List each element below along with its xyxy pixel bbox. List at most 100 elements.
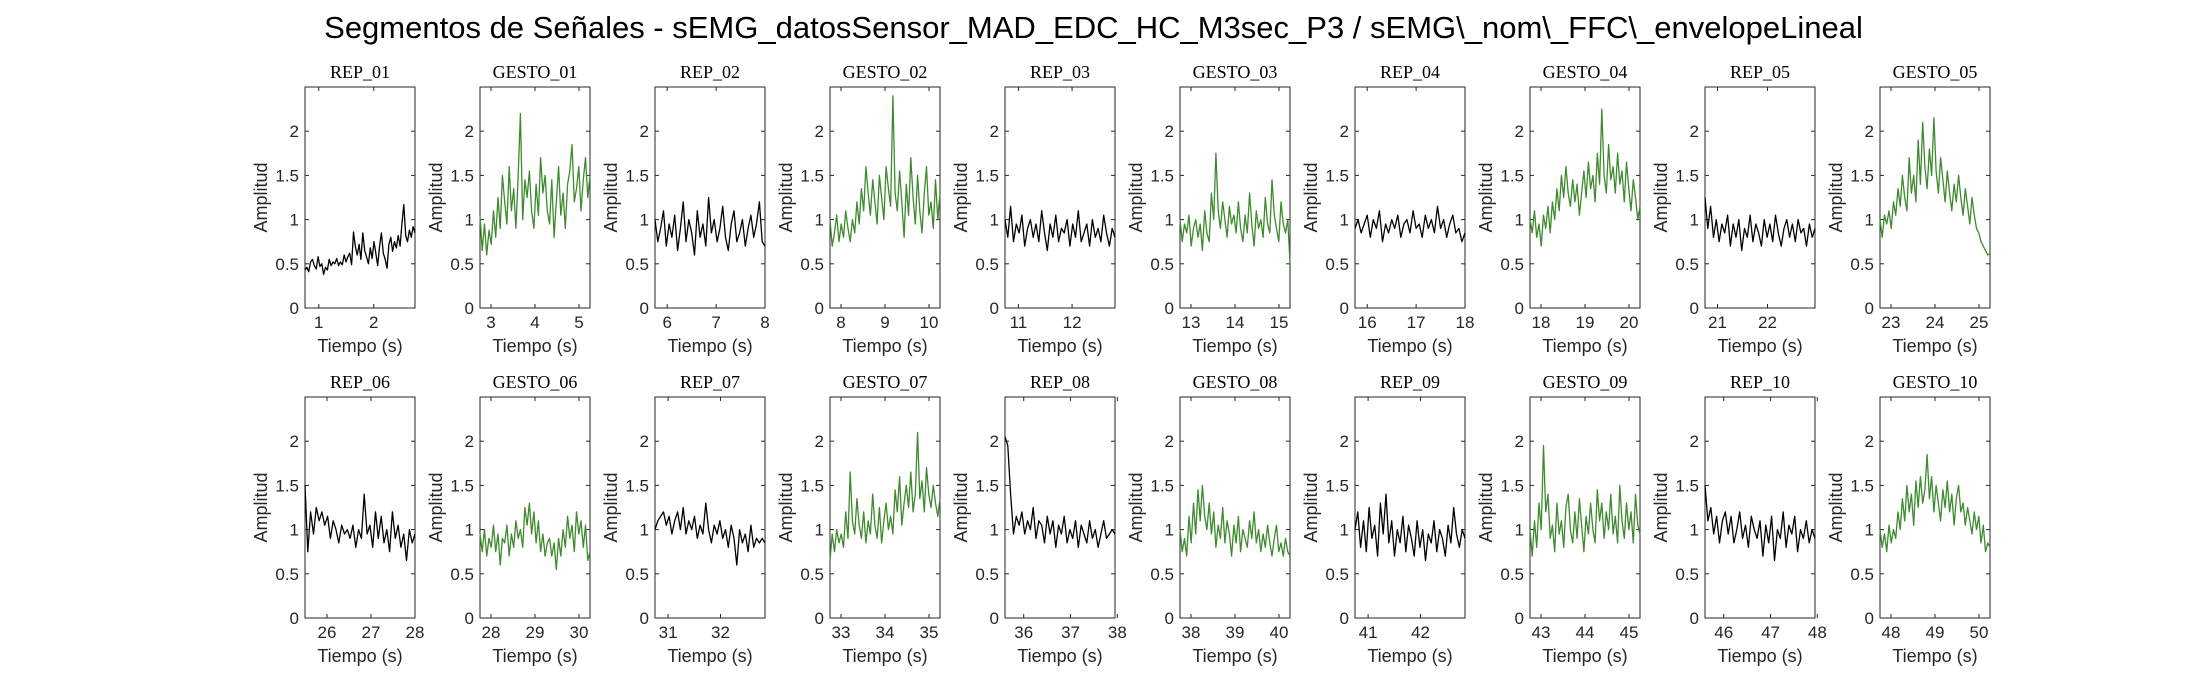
y-tick-label: 0 xyxy=(290,299,299,318)
y-tick-label: 0 xyxy=(1165,609,1174,628)
y-tick-label: 0.5 xyxy=(1150,255,1174,274)
axes-box xyxy=(1704,86,1816,309)
y-tick-label: 0 xyxy=(990,299,999,318)
subplot-title: REP_01 xyxy=(330,62,390,82)
y-tick-label: 0.5 xyxy=(1850,255,1874,274)
y-tick-label: 2 xyxy=(1865,432,1874,451)
y-tick-label: 0 xyxy=(1515,609,1524,628)
series-line-rep-06 xyxy=(304,485,416,562)
y-tick-label: 2 xyxy=(465,122,474,141)
x-axis-label: Tiempo (s) xyxy=(667,336,752,356)
x-tick-label: 19 xyxy=(1576,313,1595,332)
y-tick-label: 0.5 xyxy=(1850,565,1874,584)
y-tick-label: 1.5 xyxy=(1325,476,1349,495)
subplot-rep-03: 0 0.5 1 1.5 2 11 12 REP_03 Tiempo (s) Amplitud xyxy=(951,62,1116,356)
subplot-title: GESTO_02 xyxy=(843,62,928,82)
y-tick-label: 1 xyxy=(290,521,299,540)
x-tick-label: 15 xyxy=(1270,313,1289,332)
y-tick-label: 0.5 xyxy=(1500,565,1524,584)
y-tick-label: 2 xyxy=(640,432,649,451)
y-axis-label: Amplitud xyxy=(426,472,446,542)
subplot-title: REP_03 xyxy=(1030,62,1090,82)
y-tick-label: 1 xyxy=(1515,521,1524,540)
y-tick-label: 0.5 xyxy=(975,255,999,274)
y-axis-label: Amplitud xyxy=(776,162,796,232)
x-tick-label: 38 xyxy=(1108,623,1127,642)
y-tick-label: 2 xyxy=(465,432,474,451)
x-tick-label: 36 xyxy=(1014,623,1033,642)
x-tick-label: 18 xyxy=(1532,313,1551,332)
y-tick-label: 1 xyxy=(1515,211,1524,230)
series-line-gesto-05 xyxy=(1879,117,1991,256)
x-tick-label: 46 xyxy=(1714,623,1733,642)
series-line-rep-05 xyxy=(1704,197,1816,252)
y-axis-label: Amplitud xyxy=(1126,162,1146,232)
y-tick-label: 0.5 xyxy=(800,565,824,584)
y-tick-label: 0 xyxy=(1690,299,1699,318)
y-tick-label: 2 xyxy=(990,432,999,451)
subplot-title: REP_06 xyxy=(330,372,390,392)
y-tick-label: 1.5 xyxy=(1325,166,1349,185)
x-tick-label: 23 xyxy=(1882,313,1901,332)
subplot-rep-09: 0 0.5 1 1.5 2 41 42 REP_09 Tiempo (s) Amplitud xyxy=(1301,372,1466,666)
subplot-title: REP_02 xyxy=(680,62,740,82)
x-axis-label: Tiempo (s) xyxy=(1367,646,1452,666)
y-axis-label: Amplitud xyxy=(1651,162,1671,232)
x-axis-label: Tiempo (s) xyxy=(842,336,927,356)
subplot-gesto-07: 0 0.5 1 1.5 2 33 34 35 GESTO_07 Tiempo (s) Amplitu… xyxy=(776,372,941,666)
x-tick-label: 21 xyxy=(1708,313,1727,332)
y-axis-label: Amplitud xyxy=(601,472,621,542)
axes-box xyxy=(654,396,766,619)
y-tick-label: 1 xyxy=(640,521,649,540)
x-tick-label: 47 xyxy=(1761,623,1780,642)
series-line-gesto-07 xyxy=(829,431,941,561)
y-tick-label: 2 xyxy=(1690,432,1699,451)
x-tick-label: 8 xyxy=(760,313,769,332)
y-tick-label: 2 xyxy=(1165,122,1174,141)
y-tick-label: 2 xyxy=(990,122,999,141)
subplot-gesto-02: 0 0.5 1 1.5 2 8 9 10 GESTO_02 Tiempo (s) Amplitud xyxy=(776,62,941,356)
x-axis-label: Tiempo (s) xyxy=(1017,646,1102,666)
x-axis-label: Tiempo (s) xyxy=(317,336,402,356)
series-line-rep-04 xyxy=(1354,205,1466,243)
x-tick-label: 41 xyxy=(1359,623,1378,642)
subplot-gesto-05: 0 0.5 1 1.5 2 23 24 25 GESTO_05 Tiempo (s) Amplitu… xyxy=(1826,62,1991,356)
x-tick-label: 24 xyxy=(1926,313,1945,332)
subplot-rep-04: 0 0.5 1 1.5 2 16 17 18 REP_04 Tiempo (s) Amplitud xyxy=(1301,62,1474,356)
axes-box xyxy=(1879,396,1991,619)
axes-box xyxy=(1004,86,1116,309)
y-tick-label: 0 xyxy=(1865,299,1874,318)
y-tick-label: 0 xyxy=(640,299,649,318)
x-tick-label: 10 xyxy=(920,313,939,332)
x-tick-label: 37 xyxy=(1061,623,1080,642)
x-tick-label: 44 xyxy=(1576,623,1595,642)
x-tick-label: 27 xyxy=(362,623,381,642)
axes-box xyxy=(1529,86,1641,309)
x-axis-label: Tiempo (s) xyxy=(1192,646,1277,666)
x-tick-label: 28 xyxy=(406,623,425,642)
y-tick-label: 0 xyxy=(990,609,999,628)
subplot-title: GESTO_03 xyxy=(1193,62,1278,82)
x-tick-label: 49 xyxy=(1926,623,1945,642)
y-tick-label: 0 xyxy=(815,609,824,628)
y-tick-label: 1 xyxy=(1865,521,1874,540)
y-axis-label: Amplitud xyxy=(951,162,971,232)
y-tick-label: 0.5 xyxy=(450,565,474,584)
y-tick-label: 1 xyxy=(290,211,299,230)
y-tick-label: 2 xyxy=(1340,432,1349,451)
series-line-gesto-03 xyxy=(1179,152,1291,264)
y-tick-label: 0.5 xyxy=(975,565,999,584)
y-tick-label: 1.5 xyxy=(1150,476,1174,495)
axes-box xyxy=(654,86,766,309)
y-tick-label: 1.5 xyxy=(975,166,999,185)
y-axis-label: Amplitud xyxy=(1651,472,1671,542)
x-axis-label: Tiempo (s) xyxy=(1892,336,1977,356)
y-tick-label: 1.5 xyxy=(1675,476,1699,495)
series-line-rep-09 xyxy=(1354,493,1466,562)
y-tick-label: 0.5 xyxy=(450,255,474,274)
y-tick-label: 2 xyxy=(815,432,824,451)
series-line-rep-02 xyxy=(654,196,766,256)
y-tick-label: 0.5 xyxy=(1675,255,1699,274)
x-tick-label: 17 xyxy=(1407,313,1426,332)
